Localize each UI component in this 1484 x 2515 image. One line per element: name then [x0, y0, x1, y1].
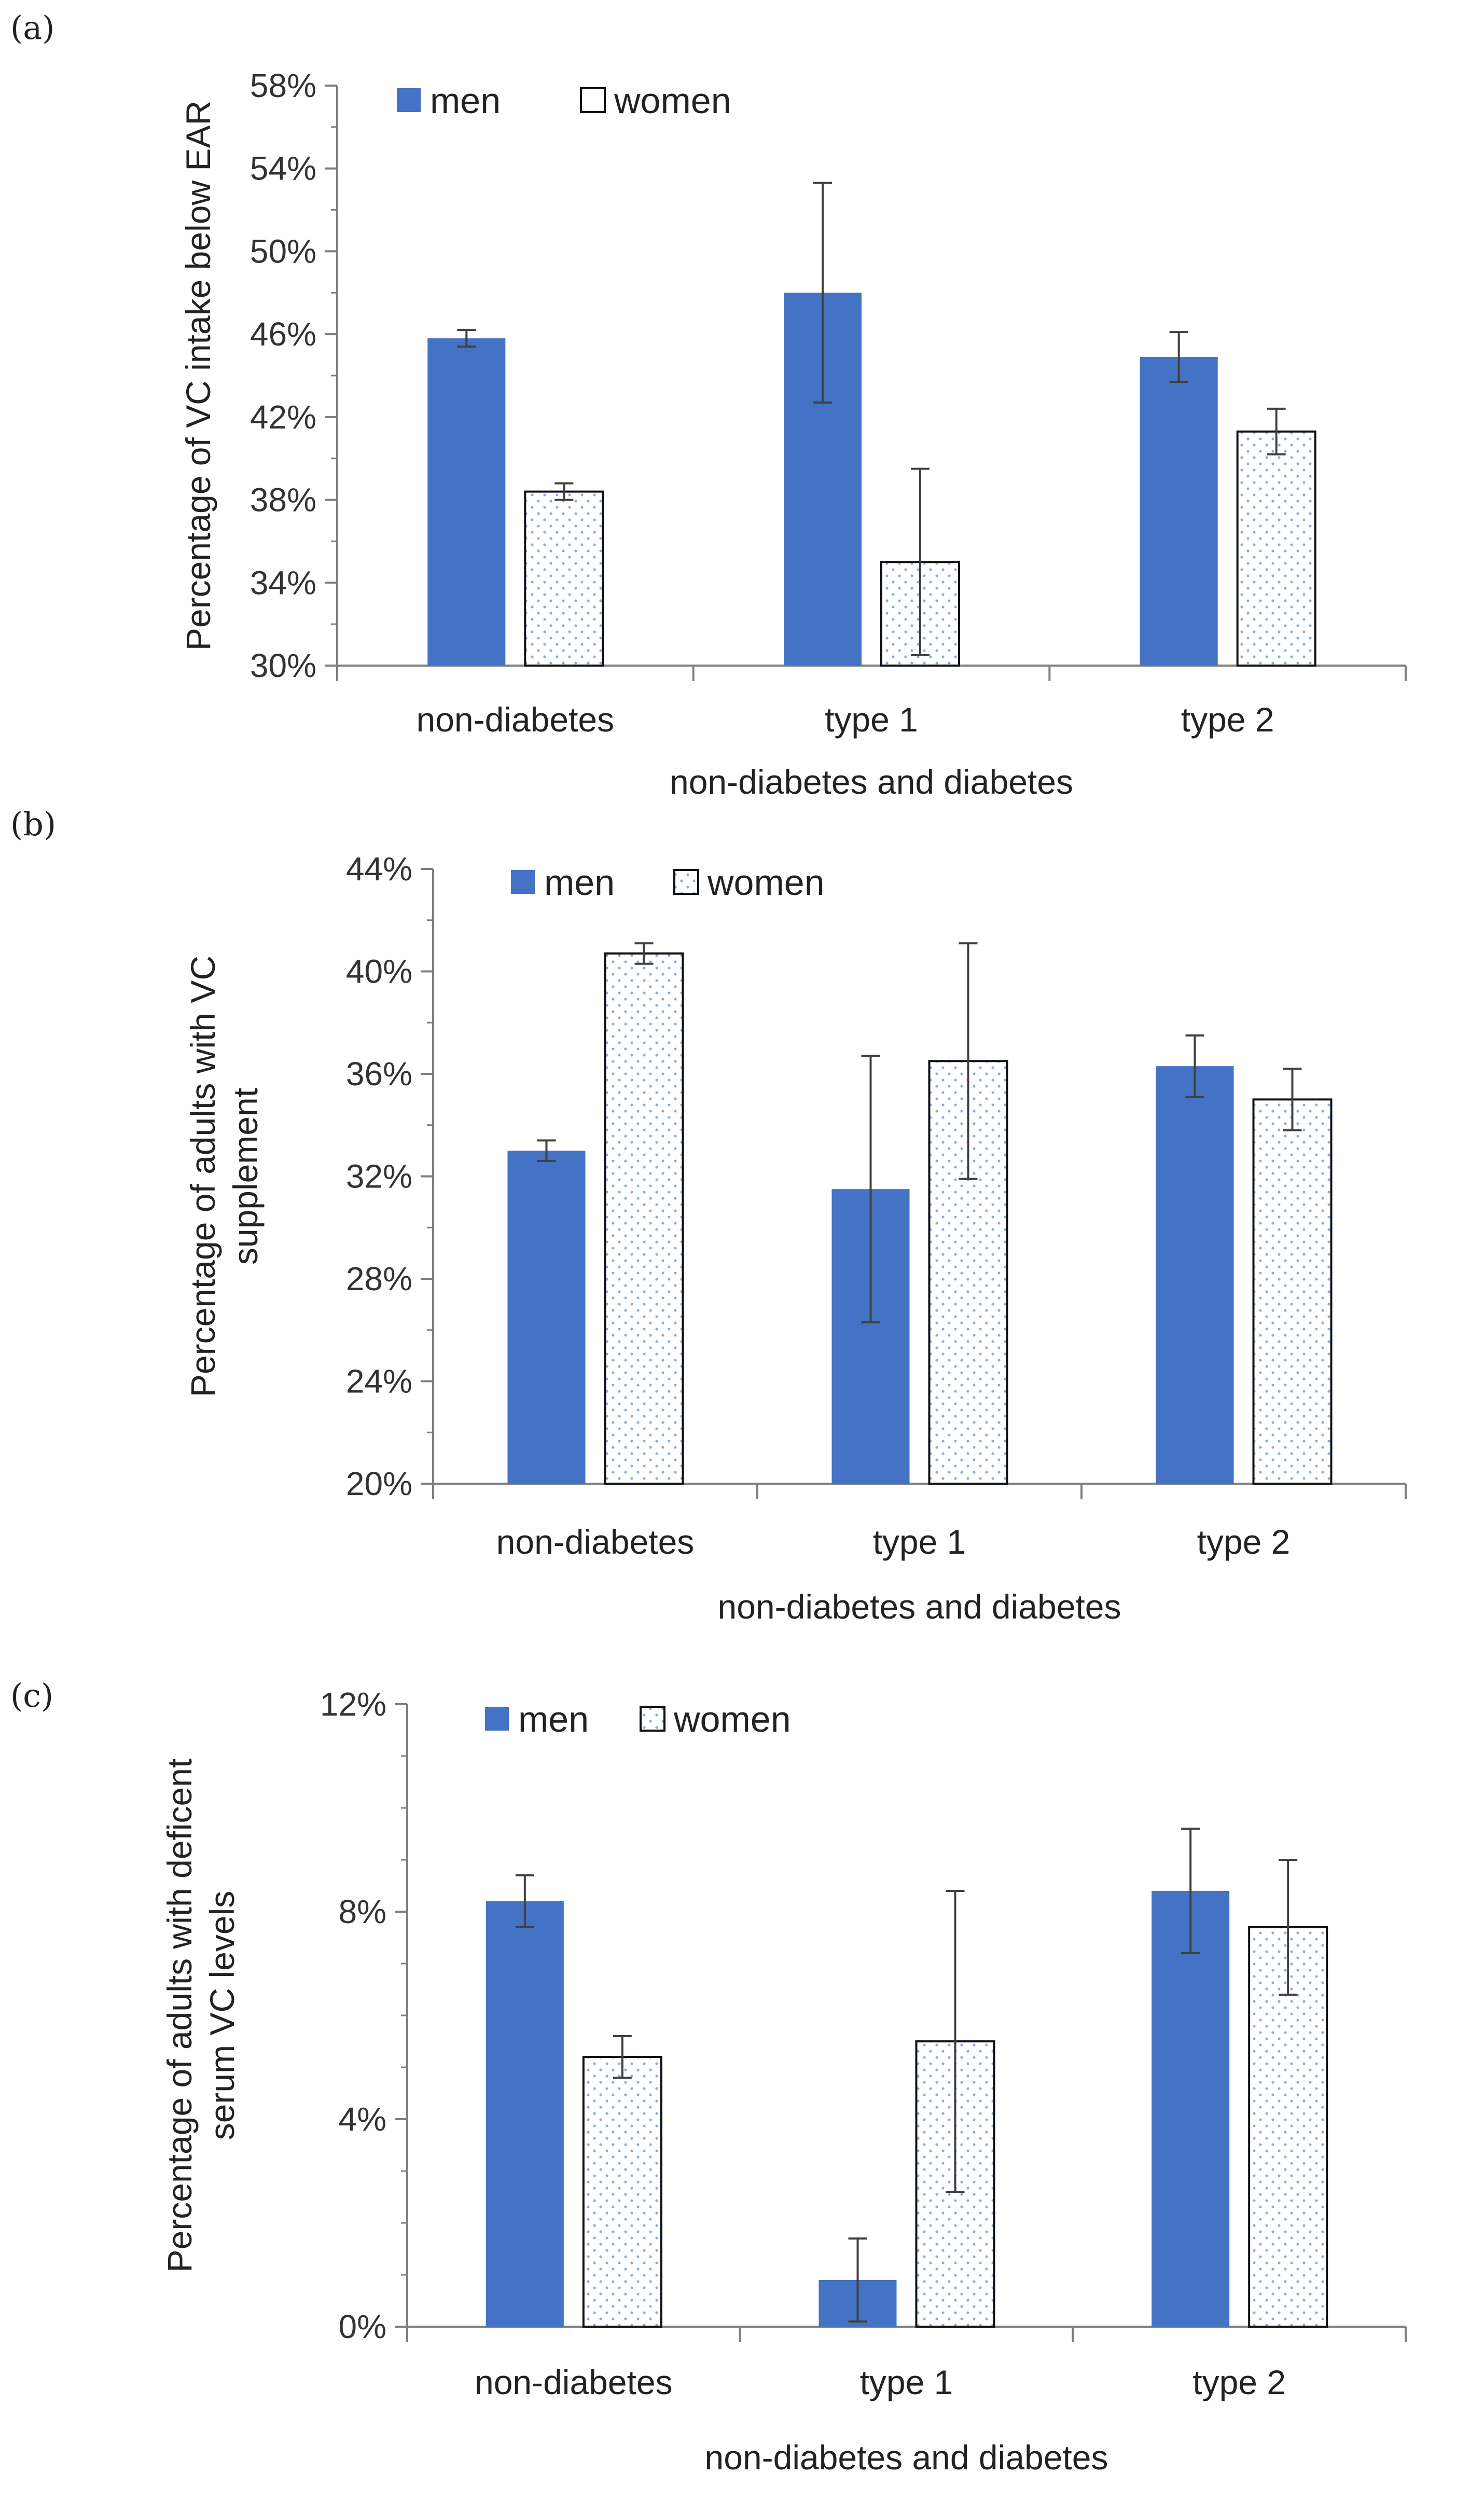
chart-panel-1: (a) 30% 34% 38% 42% 46% 50% 54% 58% non-diabetes t…	[10, 9, 1407, 801]
legend-swatch-men	[485, 1707, 509, 1731]
y-tick-label: 36%	[346, 1055, 412, 1093]
x-tick-label: non-diabetes	[475, 2363, 673, 2401]
y-tick-label: 50%	[250, 232, 316, 270]
x-tick-label: non-diabetes	[496, 1523, 695, 1561]
legend-label-women: women	[614, 80, 731, 121]
x-tick-label: type 1	[860, 2363, 953, 2401]
y-tick-label: 38%	[250, 481, 316, 519]
legend-label-women: women	[707, 862, 825, 903]
chart-panel-3: (c) 0% 4% 8% 12% non-diabetes type 1 type 2 non-…	[10, 1677, 1407, 2477]
bar-men-1	[486, 1901, 564, 2327]
legend-swatch-women	[640, 1706, 665, 1732]
legend-swatch-women	[580, 87, 606, 113]
bar-women-3	[1252, 1098, 1333, 1485]
y-tick-label: 4%	[339, 2101, 387, 2138]
legend-swatch-women	[673, 869, 699, 895]
x-tick-label: type 2	[1192, 2363, 1286, 2401]
y-axis-title-line: serum VC levels	[203, 1891, 241, 2140]
bar-women-3	[1236, 430, 1316, 667]
bar-women-1	[524, 490, 604, 667]
x-axis-title: non-diabetes and diabetes	[670, 763, 1073, 801]
bar-men-3	[1156, 1066, 1234, 1484]
bar-men-1	[427, 338, 506, 666]
x-tick-label: type 2	[1197, 1523, 1291, 1561]
y-tick-label: 34%	[250, 564, 316, 601]
legend-swatch-men	[397, 88, 421, 112]
y-axis-title: Percentage of VC intake below EAR	[179, 101, 217, 651]
x-tick-label: type 1	[873, 1523, 966, 1561]
y-tick-label: 8%	[339, 1893, 387, 1930]
y-tick-label: 40%	[346, 953, 412, 990]
x-tick-label: non-diabetes	[417, 700, 615, 739]
legend-label-women: women	[673, 1699, 791, 1739]
bar-women-1	[604, 952, 684, 1485]
legend-label-men: men	[518, 1699, 589, 1739]
y-tick-label: 24%	[346, 1363, 412, 1400]
bar-men-3	[1140, 357, 1218, 666]
y-axis-title-line: Percentage of VC intake below EAR	[179, 101, 217, 651]
bar-men-1	[507, 1151, 586, 1484]
x-tick-label: type 2	[1181, 700, 1274, 739]
legend-swatch-men	[511, 870, 535, 894]
y-tick-label: 44%	[346, 850, 412, 888]
y-axis-title: Percentage of adults with VC supplement	[184, 956, 265, 1397]
y-tick-label: 32%	[346, 1158, 412, 1195]
y-tick-label: 30%	[250, 647, 316, 684]
panel-label: (c)	[10, 1677, 53, 1715]
y-tick-label: 42%	[250, 398, 316, 436]
y-axis-title-line: Percentage of adults with VC	[184, 956, 222, 1397]
y-tick-label: 58%	[250, 67, 316, 104]
y-tick-label: 28%	[346, 1260, 412, 1297]
y-axis-title-line: supplement	[226, 1088, 265, 1265]
y-tick-label: 12%	[320, 1685, 386, 1723]
y-axis-title: Percentage of adults with deficent serum …	[160, 1759, 241, 2273]
y-tick-label: 54%	[250, 150, 316, 187]
y-tick-label: 46%	[250, 315, 316, 353]
panel-label: (b)	[10, 805, 56, 843]
panel-label: (a)	[10, 9, 54, 47]
bar-women-1	[582, 2056, 662, 2328]
y-tick-label: 20%	[346, 1465, 412, 1502]
x-tick-label: type 1	[825, 700, 918, 739]
x-axis-title: non-diabetes and diabetes	[718, 1587, 1121, 1626]
legend-label-men: men	[544, 862, 615, 903]
chart-panel-2: (b) 20% 24% 28% 32% 36% 40% 44% non-diabetes type…	[10, 805, 1407, 1626]
legend-label-men: men	[430, 80, 501, 121]
y-tick-label: 0%	[339, 2308, 387, 2345]
y-axis-title-line: Percentage of adults with deficent	[160, 1759, 199, 2273]
bar-men-3	[1152, 1891, 1230, 2327]
x-axis-title: non-diabetes and diabetes	[705, 2438, 1108, 2477]
